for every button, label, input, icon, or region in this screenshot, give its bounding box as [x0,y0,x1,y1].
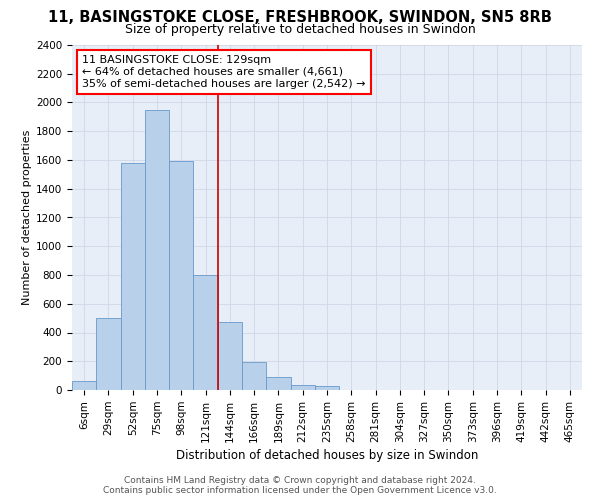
Bar [290,385,315,390]
Bar [193,275,218,390]
Bar [242,362,266,390]
X-axis label: Distribution of detached houses by size in Swindon: Distribution of detached houses by size … [176,449,478,462]
Bar [266,377,290,390]
Y-axis label: Number of detached properties: Number of detached properties [22,130,32,305]
Bar [96,318,121,390]
Text: Contains HM Land Registry data © Crown copyright and database right 2024.
Contai: Contains HM Land Registry data © Crown c… [103,476,497,495]
Bar [218,322,242,390]
Bar [121,163,145,390]
Text: Size of property relative to detached houses in Swindon: Size of property relative to detached ho… [125,22,475,36]
Bar [315,386,339,390]
Bar [145,110,169,390]
Text: 11 BASINGSTOKE CLOSE: 129sqm
← 64% of detached houses are smaller (4,661)
35% of: 11 BASINGSTOKE CLOSE: 129sqm ← 64% of de… [82,56,366,88]
Bar [72,382,96,390]
Bar [169,162,193,390]
Text: 11, BASINGSTOKE CLOSE, FRESHBROOK, SWINDON, SN5 8RB: 11, BASINGSTOKE CLOSE, FRESHBROOK, SWIND… [48,10,552,25]
